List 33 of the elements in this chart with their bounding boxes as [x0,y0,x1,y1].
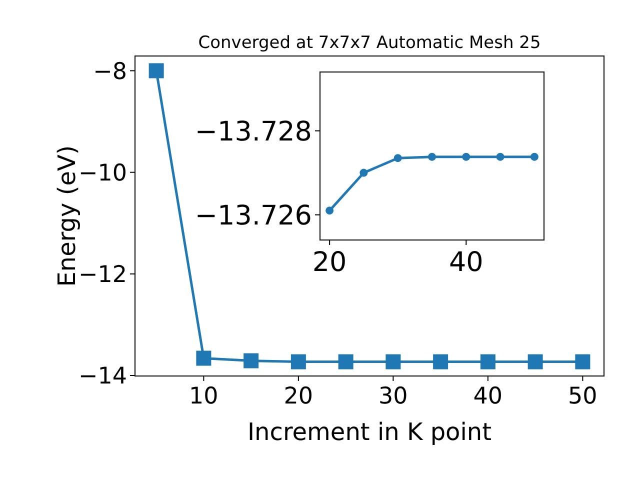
point [530,152,538,161]
point [148,63,164,78]
x-tick-label: 40 [473,384,503,410]
point [462,152,470,161]
x-tick-label: 30 [378,384,408,410]
point [394,154,402,162]
point [244,353,259,368]
point [326,206,334,215]
y-tick-label: −10 [78,160,127,186]
point [386,354,401,370]
point [496,152,504,161]
y-tick-label: −8 [93,58,127,85]
point [338,354,354,370]
y-axis-title: Energy (eV) [53,145,81,287]
y-tick-label: −13.728 [194,116,312,148]
point [575,354,590,370]
point [196,350,212,366]
chart-title: Converged at 7x7x7 Automatic Mesh 25 [198,33,541,53]
point [433,354,448,370]
x-axis-title: Increment in K point [247,418,492,446]
point [360,168,368,177]
x-tick-label: 50 [568,384,598,410]
point [290,354,306,370]
x-tick-label: 20 [312,246,347,278]
x-tick-label: 20 [284,384,314,410]
x-tick-label: 40 [448,246,484,278]
point [480,354,496,370]
point [428,152,436,161]
point [528,354,543,370]
x-tick-label: 10 [189,384,218,410]
y-tick-label: −14 [78,364,127,390]
y-tick-label: −12 [78,262,127,288]
y-tick-label: −13.726 [194,200,312,232]
